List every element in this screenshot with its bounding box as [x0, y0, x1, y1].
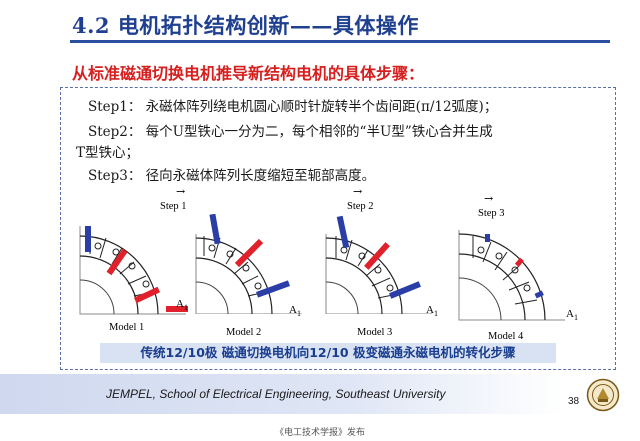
model-3-label: Model 3 [357, 327, 393, 338]
source-caption: 《电工技术学报》发布 [274, 428, 365, 438]
step-2-continued-text: T型铁心； [76, 145, 140, 161]
title-underline [70, 40, 610, 43]
step-1-label: Step 1 [160, 201, 187, 212]
model-1-figure [76, 222, 188, 318]
a1-label-2: A1 [289, 304, 301, 319]
step-2-arrow: → [353, 185, 363, 198]
model-3-figure [322, 215, 434, 314]
step-2-label: Step 2 [347, 201, 374, 212]
content-box [60, 87, 616, 370]
model-1-label: Model 1 [109, 322, 145, 333]
step-3-arrow: → [484, 192, 494, 205]
model-4-label: Model 4 [488, 331, 524, 342]
figure-caption: 传统12/10极 磁通切换电机向12/10 极变磁通永磁电机的转化步骤 [100, 343, 556, 363]
slide-subtitle: 从标准磁通切换电机推导新结构电机的具体步骤： [72, 64, 425, 83]
step-3-text: Step3： 径向永磁体阵列长度缩短至轭部高度。 [88, 168, 376, 184]
model-2-figure [192, 214, 304, 314]
footer-text: JEMPEL, School of Electrical Engineering… [106, 387, 446, 401]
a1-label-3: A1 [426, 304, 438, 319]
a1-label-4: A1 [566, 308, 578, 323]
step-1-arrow: → [176, 185, 186, 198]
a1-label-1: A1 [176, 298, 188, 313]
model-2-label: Model 2 [226, 327, 262, 338]
model-4-figure [455, 222, 567, 324]
step-2-text: Step2： 每个U型铁心一分为二，每个相邻的“半U型”铁心合并生成 [88, 124, 493, 140]
step-1-text: Step1： 永磁体阵列绕电机圆心顺时针旋转半个齿间距(π/12弧度)； [88, 99, 498, 115]
footer-bar [0, 374, 640, 414]
step-3-label: Step 3 [478, 208, 505, 219]
slide-title: 4.2 电机拓扑结构创新——具体操作 [72, 13, 419, 38]
page-number: 38 [568, 396, 580, 407]
university-seal-icon [586, 378, 620, 416]
